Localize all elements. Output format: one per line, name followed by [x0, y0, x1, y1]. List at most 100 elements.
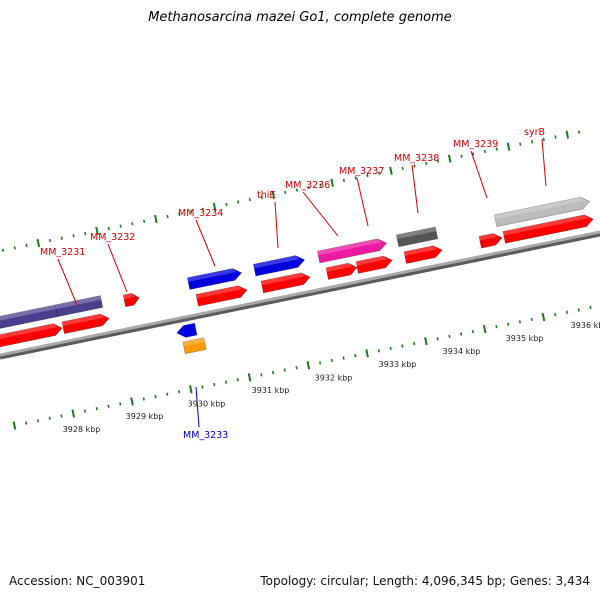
minor-tick [342, 356, 345, 360]
backbone-shadow [0, 231, 600, 360]
minor-tick [319, 361, 322, 365]
gene-block-blue-shape [253, 255, 306, 277]
minor-tick [142, 397, 145, 401]
major-tick [306, 361, 311, 370]
minor-tick [13, 246, 16, 250]
minor-tick [354, 354, 357, 358]
minor-tick [495, 325, 498, 329]
minor-tick [72, 234, 75, 238]
kbp-label: 3936 kbp [571, 321, 600, 330]
minor-tick [48, 238, 52, 243]
cds-arrow-shape [260, 272, 311, 294]
tick-marks [1, 130, 592, 430]
minor-tick [471, 329, 475, 334]
kbp-labels: 3928 kbp 3929 kbp 3930 kbp 3931 kbp 3932 kbp… [63, 321, 600, 434]
gene-block-purple-shape [55, 295, 104, 317]
cds-arrow-gloss [403, 245, 438, 256]
backbone-line [0, 230, 600, 357]
major-tick [154, 214, 158, 224]
cds-arrow-gloss [123, 293, 135, 300]
minor-tick [472, 152, 475, 156]
cds-arrow-gloss [502, 214, 589, 236]
minor-tick [177, 390, 181, 394]
major-tick [447, 154, 452, 163]
minor-tick [378, 171, 381, 175]
kbp-label: 3935 kbp [506, 334, 544, 343]
cds-arrow [0, 323, 63, 348]
minor-tick [1, 248, 5, 252]
major-tick [506, 142, 511, 151]
major-tick [424, 337, 428, 346]
gene-block-orange-gloss [182, 337, 205, 347]
gene-label: MM_3237 [339, 166, 384, 177]
minor-tick [542, 137, 545, 142]
leader-line [470, 150, 488, 199]
minor-tick [84, 231, 87, 236]
minor-tick [554, 135, 557, 139]
major-tick [271, 190, 276, 199]
major-tick [541, 312, 546, 322]
gene-label: thiE [257, 190, 275, 201]
minor-tick [413, 164, 416, 168]
minor-tick [460, 154, 463, 158]
cds-arrow-gloss [260, 272, 306, 286]
minor-tick [401, 344, 404, 348]
accession-text: Accession: NC_003901 [9, 574, 146, 588]
minor-tick [436, 159, 440, 163]
gene-label: MM_3234 [178, 208, 223, 219]
page-title: Methanosarcina mazei Go1, complete genom… [148, 10, 452, 25]
minor-tick [224, 380, 228, 384]
minor-tick [119, 402, 122, 406]
minor-tick [201, 385, 204, 389]
gene-block-orange [182, 337, 207, 355]
minor-tick [436, 337, 439, 341]
minor-tick [377, 349, 380, 353]
gene-block-blue-gloss [253, 255, 300, 269]
cds-arrow [403, 245, 443, 264]
topology-summary-text: Topology: circular; Length: 4,096,345 bp… [260, 574, 590, 588]
major-tick [389, 166, 393, 175]
major-tick [565, 130, 570, 139]
cds-arrow-shape [355, 255, 393, 274]
gene-block-gray-light-gloss [494, 197, 585, 219]
cds-arrow-gloss [355, 256, 388, 266]
leader-line [274, 201, 279, 249]
minor-tick [307, 185, 310, 190]
minor-tick [166, 392, 169, 396]
gene-block-blue-reverse [176, 322, 198, 338]
minor-tick [131, 222, 134, 226]
minor-tick [519, 142, 522, 146]
minor-tick [589, 305, 592, 310]
cds-arrow-gloss [195, 285, 243, 299]
minor-tick [448, 334, 451, 338]
cds-arrow-gloss [0, 323, 58, 340]
cds-arrow [195, 285, 248, 307]
kbp-label: 3932 kbp [315, 373, 353, 382]
minor-tick [483, 149, 487, 154]
cds-arrow [502, 214, 594, 244]
kbp-label: 3930 kbp [188, 399, 226, 408]
cds-arrow-shape [403, 245, 443, 264]
major-tick [330, 178, 334, 187]
minor-tick [401, 166, 404, 170]
gene-block-blue [187, 268, 243, 290]
gene-label: MM_3239 [453, 139, 498, 150]
cds-arrow-shape [61, 313, 110, 334]
cds-arrow [61, 313, 110, 334]
minor-tick [495, 147, 498, 151]
label-leader-lines [57, 138, 547, 428]
minor-tick [530, 317, 533, 322]
leader-line [195, 386, 200, 428]
minor-tick [413, 341, 416, 346]
minor-tick [178, 212, 181, 216]
gene-block-gray-light [494, 196, 591, 227]
gene-block-purple-gloss [0, 304, 57, 322]
minor-tick [330, 358, 333, 363]
gene-block-gray-shape [396, 226, 439, 248]
major-tick [95, 226, 99, 236]
cds-arrow [478, 233, 503, 249]
major-tick [36, 238, 41, 248]
minor-tick [190, 210, 193, 214]
minor-tick [143, 219, 146, 223]
